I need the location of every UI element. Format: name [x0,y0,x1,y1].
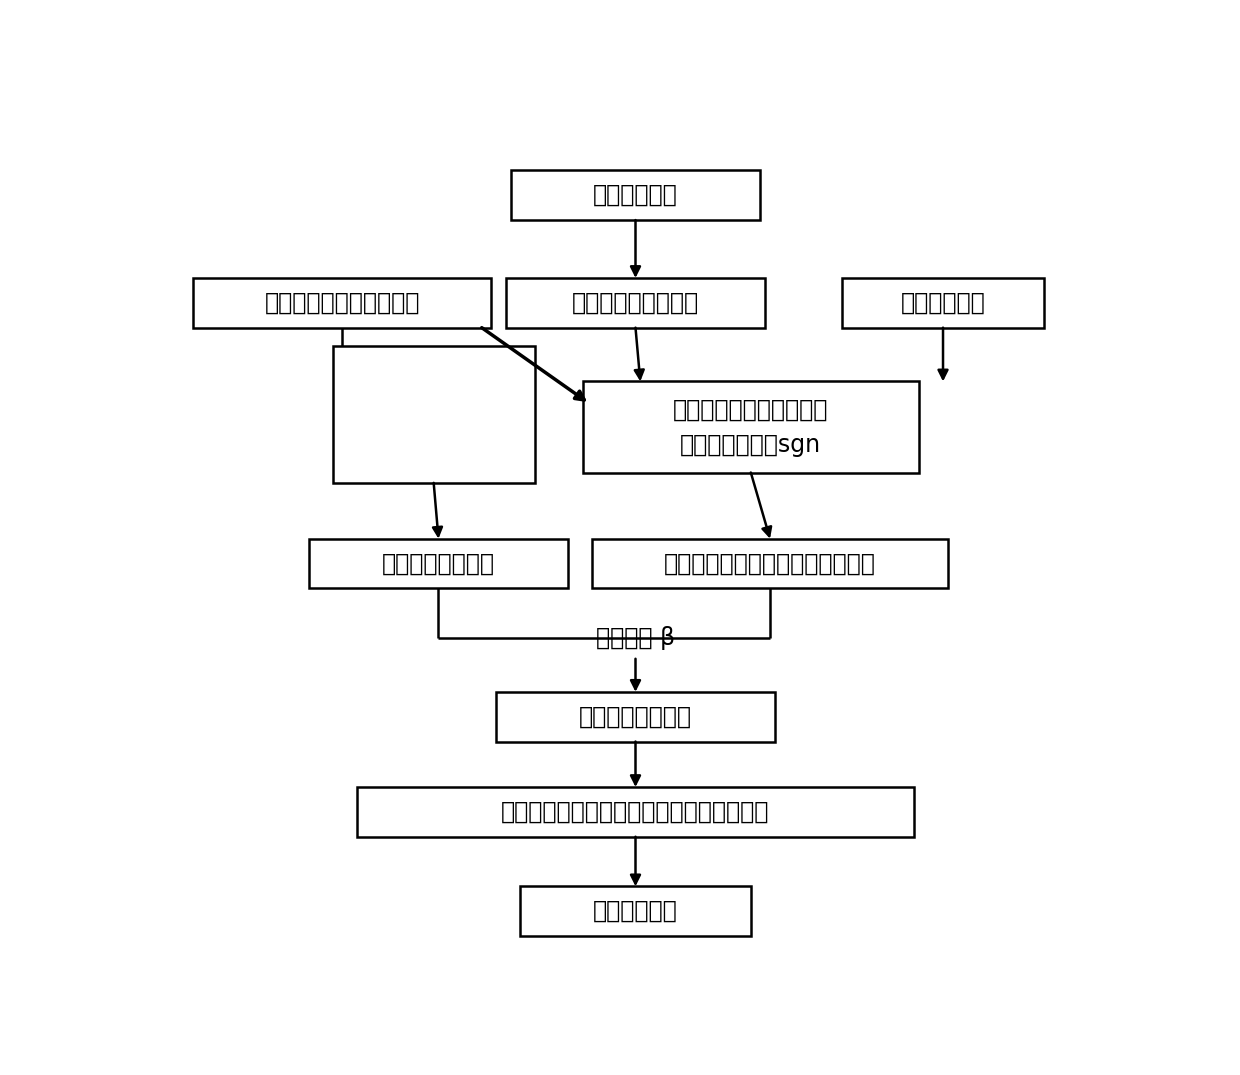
Text: 读取地震数据: 读取地震数据 [900,291,986,315]
Bar [583,382,919,473]
Text: 输入速度模型: 输入速度模型 [593,183,678,207]
Text: 构造改进目标函数: 构造改进目标函数 [579,705,692,729]
Bar [511,170,760,220]
Text: 输出震源位置: 输出震源位置 [593,899,678,923]
Bar [309,539,568,588]
Text: 构造走时残差函数: 构造走时残差函数 [382,551,495,575]
Text: 构造基于初至时间的波形叠加函数: 构造基于初至时间的波形叠加函数 [665,551,875,575]
Text: 拾取并输入实际初至时间: 拾取并输入实际初至时间 [264,291,420,315]
Text: 计算理论初至时间表: 计算理论初至时间表 [572,291,699,315]
Bar [506,278,765,328]
Bar [193,278,491,328]
Bar [496,692,775,742]
Text: 计算检波器记录中时窗内
振幅的符号函数sgn: 计算检波器记录中时窗内 振幅的符号函数sgn [673,398,828,457]
Bar [521,887,751,936]
Bar [593,539,947,588]
Text: 权重系数 β: 权重系数 β [596,626,675,650]
Bar [332,346,534,483]
Text: 通过网格搜索法寻找改进目标函数的最优解: 通过网格搜索法寻找改进目标函数的最优解 [501,800,770,823]
Bar [357,787,914,836]
Bar [842,278,1044,328]
